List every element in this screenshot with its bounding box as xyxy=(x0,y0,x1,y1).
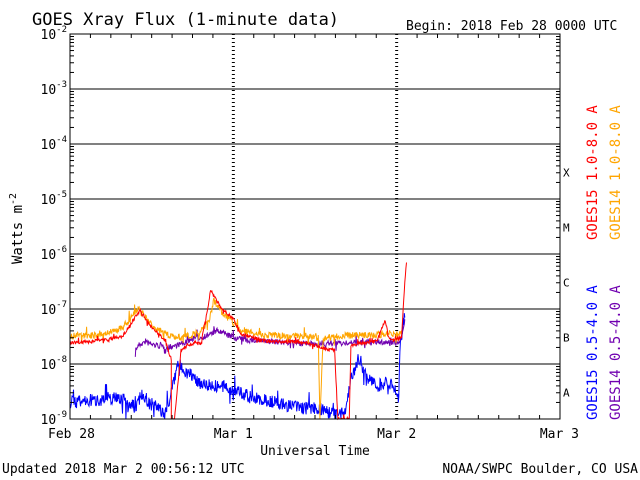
grid-lines xyxy=(70,34,560,419)
flare-class-label: M xyxy=(563,222,570,235)
y-tick-label: 10-4 xyxy=(41,135,68,153)
x-tick-label: Feb 28 xyxy=(48,427,95,442)
x-tick-label: Mar 3 xyxy=(540,427,579,442)
svg-text:Watts m-2: Watts m-2 xyxy=(8,193,26,264)
y-tick-label: 10-9 xyxy=(41,410,68,428)
x-tick-label: Mar 2 xyxy=(377,427,416,442)
chart-title: GOES Xray Flux (1-minute data) xyxy=(32,10,339,30)
flare-class-label: X xyxy=(563,167,570,180)
y-tick-labels: 10-2 10-3 10-4 10-5 10-6 10-7 10-8 10-9 xyxy=(41,25,68,428)
flare-class-label: A xyxy=(563,387,570,400)
y-axis-label-text: Watts m xyxy=(10,205,26,264)
x-tick-labels: Feb 28 Mar 1 Mar 2 Mar 3 xyxy=(48,427,579,442)
legend-entry: GOES15 1.0-8.0 A xyxy=(585,105,601,240)
x-tick-label: Mar 1 xyxy=(214,427,253,442)
series-line xyxy=(69,262,407,421)
series-line xyxy=(69,297,403,420)
y-tick-label: 10-7 xyxy=(41,300,68,318)
axis-ticks xyxy=(70,34,560,419)
flare-class-label: B xyxy=(563,332,570,345)
updated-timestamp: Updated 2018 Mar 2 00:56:12 UTC xyxy=(2,462,245,477)
y-tick-label: 10-8 xyxy=(41,355,68,373)
legend-entry: GOES14 1.0-8.0 A xyxy=(608,105,624,240)
flare-class-labels: X M C B A xyxy=(563,167,570,400)
legend-entry: GOES14 0.5-4.0 A xyxy=(608,285,624,420)
source-credit: NOAA/SWPC Boulder, CO USA xyxy=(442,462,638,477)
y-tick-label: 10-6 xyxy=(41,245,68,263)
legend-entry: GOES15 0.5-4.0 A xyxy=(585,285,601,420)
flare-class-label: C xyxy=(563,277,570,290)
y-axis-label-exponent: -2 xyxy=(8,193,19,205)
y-tick-label: 10-5 xyxy=(41,190,68,208)
y-axis-label: Watts m-2 xyxy=(8,193,26,264)
legend: GOES15 1.0-8.0 A GOES14 1.0-8.0 A GOES15 0… xyxy=(585,105,624,420)
x-axis-label: Universal Time xyxy=(260,444,370,459)
plot-area xyxy=(69,33,561,421)
y-tick-label: 10-2 xyxy=(41,25,68,43)
y-tick-label: 10-3 xyxy=(41,80,68,98)
begin-time-label: Begin: 2018 Feb 28 0000 UTC xyxy=(406,19,617,34)
